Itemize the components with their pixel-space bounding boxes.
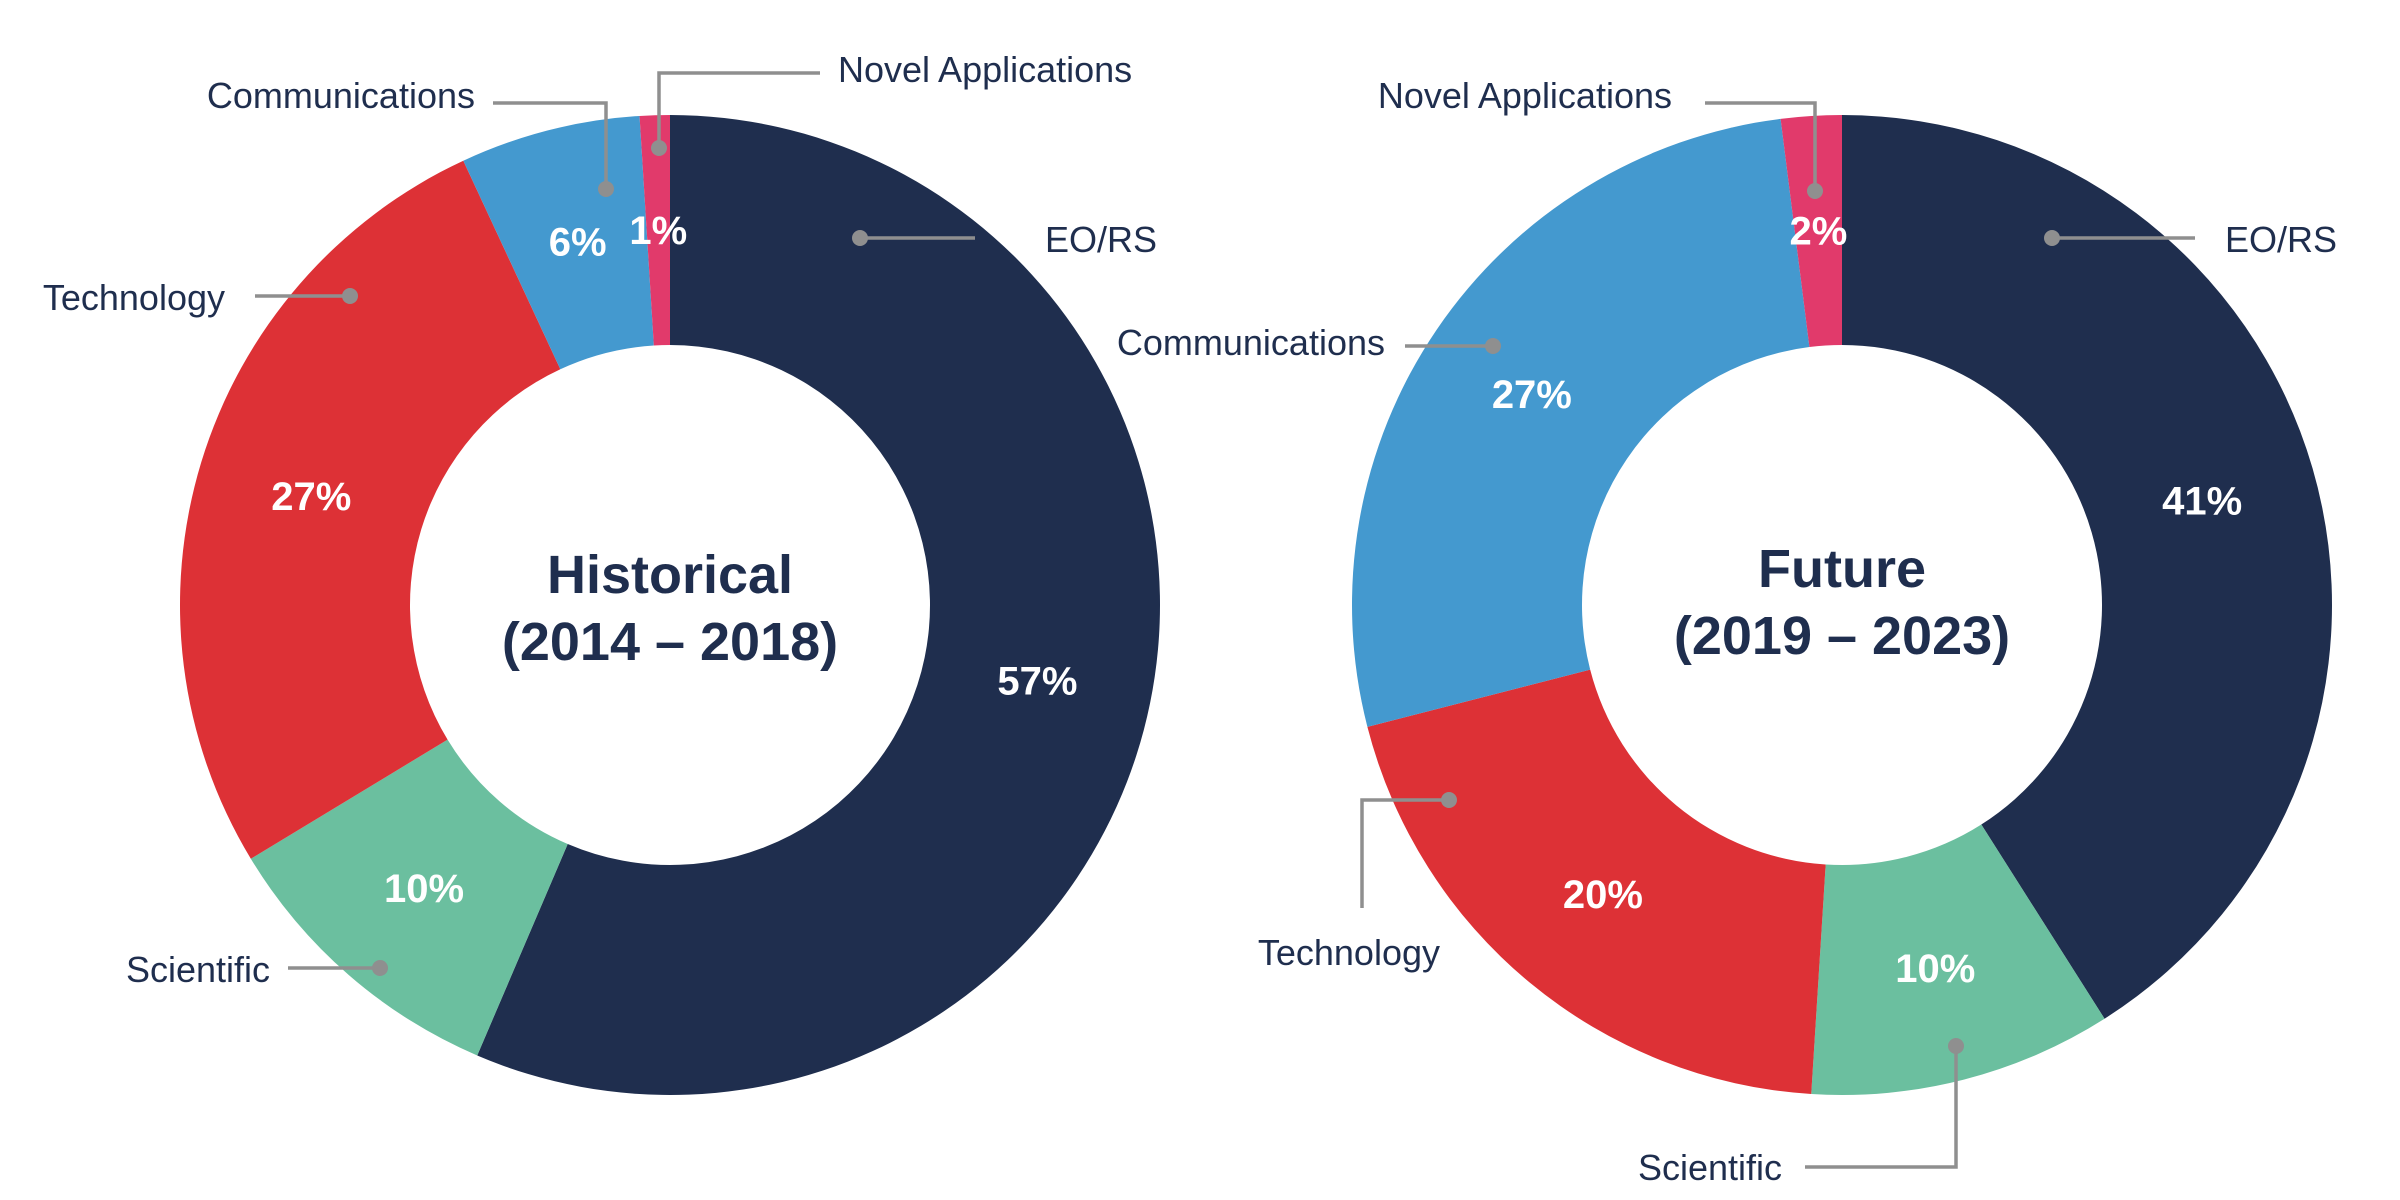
future-leader-dot-novel-applications [1807, 183, 1823, 199]
historical-category-label-scientific: Scientific [126, 949, 270, 990]
historical-donut-chart: 57% 10% 27% 6% 1% EO/RS Scientific Technology C… [43, 49, 1160, 1095]
historical-leader-dot-technology [342, 288, 358, 304]
historical-leader-dot-eo-rs [852, 230, 868, 246]
future-category-label-communications: Communications [1117, 322, 1385, 363]
future-leader-line-scientific [1805, 1046, 1958, 1169]
future-donut-chart: 41% 10% 20% 27% 2% EO/RS Scientific Technology… [1117, 75, 2337, 1188]
historical-value-label-novel-applications: 1% [629, 209, 687, 253]
future-chart-title: Future [1758, 539, 1926, 599]
future-leader-line-novel-applications [1705, 101, 1817, 191]
future-slice-eo-rs [1842, 115, 2332, 1019]
historical-slice-scientific [250, 739, 568, 1056]
future-value-label-scientific: 10% [1895, 947, 1975, 991]
future-value-label-eo-rs: 41% [2162, 479, 2242, 523]
future-category-label-scientific: Scientific [1638, 1147, 1782, 1188]
historical-chart-title: Historical [547, 545, 793, 605]
future-slice-communications [1352, 118, 1810, 727]
future-leader-dot-technology [1441, 792, 1457, 808]
historical-category-label-eo-rs: EO/RS [1045, 219, 1157, 260]
historical-category-label-technology: Technology [43, 277, 225, 318]
future-slice-novel-applications [1780, 115, 1842, 348]
historical-leader-line-communications [493, 101, 608, 189]
historical-value-label-scientific: 10% [384, 867, 464, 911]
future-value-label-technology: 20% [1563, 873, 1643, 917]
future-leader-line-technology [1360, 798, 1449, 908]
historical-leader-dot-novel-applications [651, 140, 667, 156]
historical-chart-subtitle: (2014 – 2018) [502, 612, 838, 672]
future-category-label-novel-applications: Novel Applications [1378, 75, 1672, 116]
historical-slice-novel-applications [639, 115, 670, 346]
future-leader-dot-scientific [1948, 1038, 1964, 1054]
historical-value-label-eo-rs: 57% [997, 659, 1077, 703]
historical-leader-dot-communications [598, 181, 614, 197]
historical-category-label-communications: Communications [207, 75, 475, 116]
future-category-label-technology: Technology [1258, 932, 1440, 973]
future-chart-subtitle: (2019 – 2023) [1674, 606, 2010, 666]
historical-value-label-technology: 27% [271, 475, 351, 519]
future-leader-dot-eo-rs [2044, 230, 2060, 246]
future-leader-dot-communications [1485, 338, 1501, 354]
historical-leader-line-novel-applications [657, 71, 820, 148]
future-slice-technology [1367, 669, 1826, 1095]
historical-value-label-communications: 6% [549, 221, 607, 265]
future-value-label-communications: 27% [1492, 373, 1572, 417]
historical-leader-dot-scientific [372, 960, 388, 976]
historical-slice-eo-rs [477, 115, 1160, 1095]
historical-category-label-novel-applications: Novel Applications [838, 49, 1132, 90]
future-value-label-novel-applications: 2% [1790, 210, 1848, 254]
future-category-label-eo-rs: EO/RS [2225, 219, 2337, 260]
future-slice-scientific [1811, 824, 2105, 1095]
historical-slice-technology [179, 160, 561, 859]
